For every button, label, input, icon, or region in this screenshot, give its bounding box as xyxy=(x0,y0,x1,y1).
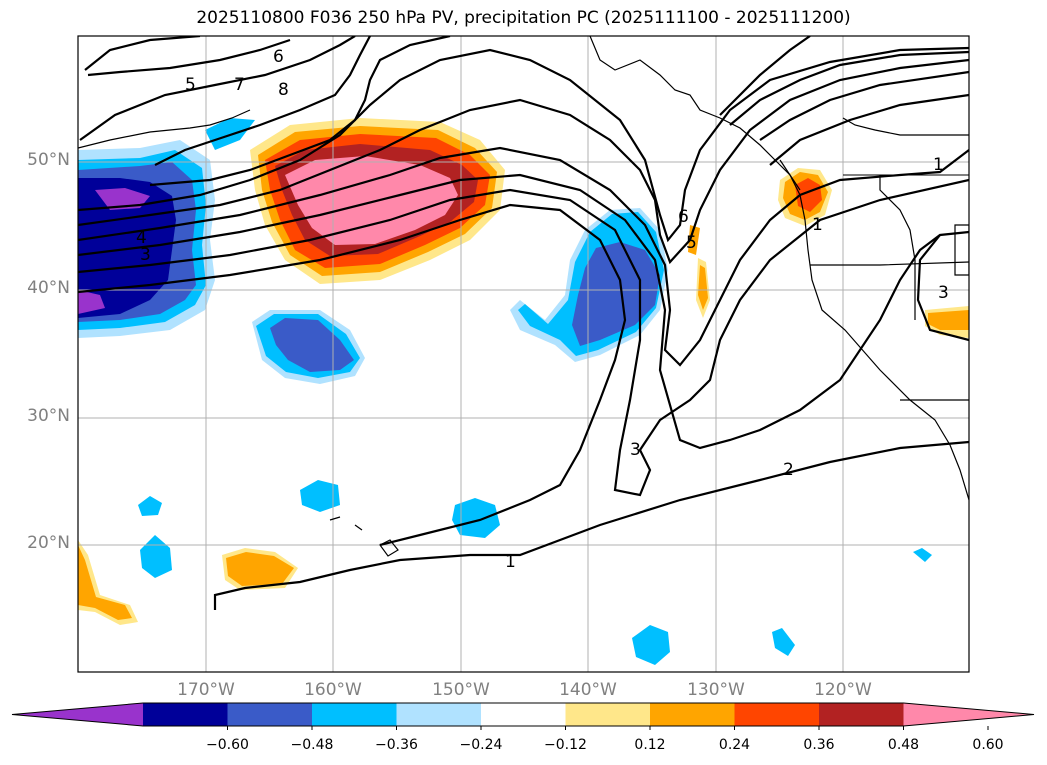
lon-label: 160°W xyxy=(304,680,362,700)
colorbar xyxy=(11,702,1035,730)
precip-shading xyxy=(78,118,969,665)
contour-label: 4 xyxy=(136,228,147,248)
colorbar-segment xyxy=(734,703,820,726)
lat-label: 20°N xyxy=(27,533,70,553)
lon-label: 140°W xyxy=(559,680,617,700)
colorbar-tick-label: −0.48 xyxy=(290,737,334,753)
colorbar-tick-label: 0.60 xyxy=(972,737,1004,753)
contour-label: 5 xyxy=(686,233,697,253)
colorbar-segment xyxy=(650,703,735,726)
contour-label: 3 xyxy=(938,283,949,303)
lon-label: 170°W xyxy=(177,680,235,700)
colorbar-segment xyxy=(565,703,651,726)
map-title: 2025110800 F036 250 hPa PV, precipitatio… xyxy=(196,8,851,28)
coastlines xyxy=(78,36,969,557)
contour-label: 3 xyxy=(140,245,151,265)
lon-label: 120°W xyxy=(814,680,872,700)
contour-label: 2 xyxy=(783,460,794,480)
contour-label: 1 xyxy=(933,155,944,175)
colorbar-extend-low xyxy=(12,703,143,726)
colorbar-tick-label: −0.24 xyxy=(459,737,503,753)
lon-label: 130°W xyxy=(687,680,745,700)
lat-label: 30°N xyxy=(27,406,70,426)
colorbar-tick-label: 0.36 xyxy=(803,737,835,753)
colorbar-segment xyxy=(312,703,397,726)
contour-label: 3 xyxy=(630,440,641,460)
contour-label: 6 xyxy=(273,47,284,67)
lon-label: 150°W xyxy=(432,680,490,700)
colorbar-tick-label: −0.12 xyxy=(544,737,587,753)
colorbar-segment xyxy=(481,703,566,726)
colorbar-tick-label: −0.36 xyxy=(375,737,418,753)
contour-label: 1 xyxy=(812,215,823,235)
contour-label: 1 xyxy=(505,552,516,572)
map-frame xyxy=(77,35,970,673)
colorbar-tick-label: 0.24 xyxy=(718,737,751,753)
colorbar-outline xyxy=(11,702,1035,727)
colorbar-segment xyxy=(227,703,313,726)
lat-label: 50°N xyxy=(27,150,70,170)
colorbar-extend-high xyxy=(903,703,1034,726)
colorbar-tick-label: 0.48 xyxy=(887,737,920,753)
lat-label: 40°N xyxy=(27,278,70,298)
contour-label: 5 xyxy=(185,75,196,95)
colorbar-segment xyxy=(819,703,904,726)
colorbar-tick-label: −0.60 xyxy=(206,737,249,753)
contour-label-group: 1 1 1 2 3 3 3 4 5 5 6 6 7 8 xyxy=(136,47,949,572)
contour-label: 7 xyxy=(234,75,245,95)
colorbar-segment xyxy=(396,703,482,726)
contour-label: 8 xyxy=(278,80,289,100)
contour-label: 6 xyxy=(678,207,689,227)
pv-contours xyxy=(78,36,969,610)
colorbar-segment xyxy=(143,703,228,726)
colorbar-tick-label: 0.12 xyxy=(634,737,666,753)
